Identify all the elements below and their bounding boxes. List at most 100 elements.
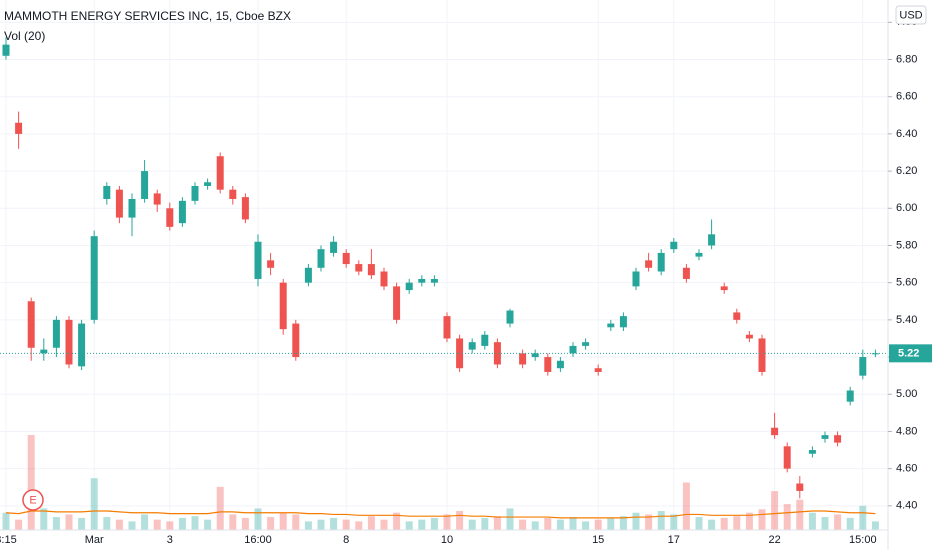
volume-bar (393, 512, 401, 530)
volume-bar (808, 512, 816, 530)
y-tick-label: 4.40 (896, 500, 917, 512)
candle-body (103, 185, 111, 199)
candle-body (115, 189, 123, 218)
volume-bar (519, 519, 527, 530)
y-tick-label: 5.80 (896, 239, 917, 251)
volume-bar (103, 517, 111, 530)
currency-label[interactable]: USD (899, 9, 922, 21)
volume-bar (153, 519, 161, 530)
volume-bar (745, 512, 753, 530)
volume-bar (267, 517, 275, 530)
volume-bar (128, 521, 136, 530)
volume-bar (367, 516, 375, 530)
label-layer: 4.404.604.805.005.205.405.605.806.006.20… (0, 16, 932, 546)
candle-body (468, 342, 476, 350)
candle-body (304, 267, 312, 283)
x-tick-label: 3:15 (0, 534, 17, 546)
candle-body (607, 323, 615, 328)
volume-bar (846, 517, 854, 530)
candle-body (594, 368, 602, 372)
volume-bar (330, 517, 338, 530)
candle-body (267, 260, 275, 268)
volume-bar (15, 519, 23, 530)
x-tick-label: 17 (668, 534, 680, 546)
earnings-marker[interactable] (22, 489, 44, 511)
volume-bar (456, 511, 464, 530)
candle-body (481, 334, 489, 346)
volume-bar (254, 508, 262, 530)
volume-bar (418, 519, 426, 530)
volume-bar (90, 478, 98, 530)
candle-body (519, 353, 527, 365)
volume-bar (229, 514, 237, 530)
volume-bar (405, 521, 413, 530)
volume-bar (783, 504, 791, 530)
candle-body (758, 338, 766, 372)
y-tick-label: 5.40 (896, 314, 917, 326)
candle-body (443, 316, 451, 339)
volume-bar (506, 508, 514, 530)
x-tick-label: 15 (592, 534, 604, 546)
candle-body (695, 252, 703, 257)
candle-body (582, 342, 590, 346)
volume-bar (531, 521, 539, 530)
volume-bar (834, 514, 842, 530)
candle-body (556, 360, 564, 369)
candle-body (846, 390, 854, 402)
volume-bar (317, 519, 325, 530)
volume-bar (657, 511, 665, 530)
volume-bar (40, 508, 48, 530)
candle-body (682, 267, 690, 279)
candle-body (544, 357, 552, 372)
volume-bar (78, 517, 86, 530)
chart-title: MAMMOTH ENERGY SERVICES INC, 15, Cboe BZ… (4, 9, 291, 23)
candle-body (619, 316, 627, 328)
volume-bar (166, 521, 174, 530)
volume-bar (115, 519, 123, 530)
candle-body (632, 271, 640, 287)
volume-bar (632, 512, 640, 530)
candle-body (355, 264, 363, 272)
y-tick-label: 4.60 (896, 463, 917, 475)
candle-body (418, 278, 426, 283)
volume-bar (430, 517, 438, 530)
x-tick-label: 15:00 (849, 534, 877, 546)
volume-bar (594, 519, 602, 530)
candle-body (670, 241, 678, 250)
volume-bar (695, 517, 703, 530)
candle-body (330, 241, 338, 253)
volume-bar (796, 499, 804, 530)
candle-body (493, 342, 501, 365)
candle-body (645, 260, 653, 268)
volume-bar (607, 517, 615, 530)
earnings-label[interactable]: E (29, 494, 36, 506)
candle-body (292, 323, 300, 358)
volume-bar (279, 512, 287, 530)
y-tick-label: 6.80 (896, 53, 917, 65)
volume-bar (720, 517, 728, 530)
volume-bar (481, 517, 489, 530)
candle-layer (2, 37, 879, 499)
candle-body (52, 319, 60, 348)
volume-bar (443, 514, 451, 530)
volume-bar (241, 517, 249, 530)
volume-bar (544, 517, 552, 530)
candle-body (380, 271, 388, 287)
candle-body (229, 189, 237, 199)
volume-bar (204, 519, 212, 530)
candle-body (733, 312, 741, 320)
candle-body (204, 182, 212, 186)
candle-body (317, 249, 325, 268)
candle-body (771, 427, 779, 436)
currency-box[interactable] (895, 5, 927, 25)
volume-bar (758, 509, 766, 530)
candle-body (166, 208, 174, 227)
volume-bar (216, 486, 224, 530)
candle-body (405, 282, 413, 291)
volume-bar (292, 514, 300, 530)
volume-bar (821, 517, 829, 530)
candle-body (393, 286, 401, 320)
y-tick-label: 6.40 (896, 128, 917, 140)
candle-body (821, 435, 829, 439)
